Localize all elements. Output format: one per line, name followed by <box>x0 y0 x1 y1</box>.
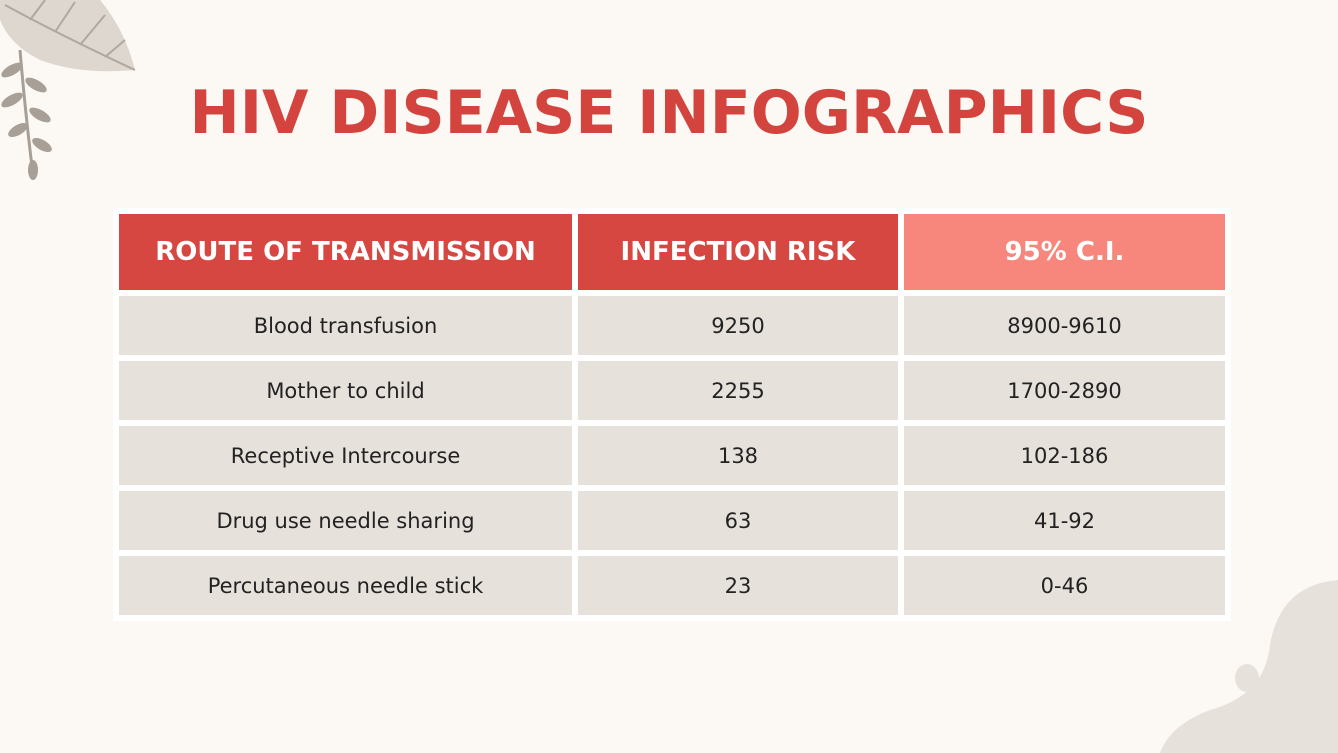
header-ci: 95% C.I. <box>904 214 1225 290</box>
table-row: Mother to child 2255 1700-2890 <box>119 361 1225 420</box>
transmission-table: ROUTE OF TRANSMISSION INFECTION RISK 95%… <box>113 208 1231 621</box>
table-row: Blood transfusion 9250 8900-9610 <box>119 296 1225 355</box>
risk-cell: 23 <box>578 556 898 615</box>
table-row: Drug use needle sharing 63 41-92 <box>119 491 1225 550</box>
table-row: Receptive Intercourse 138 102-186 <box>119 426 1225 485</box>
leaf-decoration-icon <box>0 0 136 180</box>
blob-decoration-icon <box>1160 580 1338 753</box>
page-title: HIV DISEASE INFOGRAPHICS <box>189 78 1149 148</box>
ci-cell: 102-186 <box>904 426 1225 485</box>
ci-cell: 1700-2890 <box>904 361 1225 420</box>
risk-cell: 9250 <box>578 296 898 355</box>
header-route: ROUTE OF TRANSMISSION <box>119 214 572 290</box>
route-cell: Blood transfusion <box>119 296 572 355</box>
table-header-row: ROUTE OF TRANSMISSION INFECTION RISK 95%… <box>119 214 1225 290</box>
risk-cell: 138 <box>578 426 898 485</box>
ci-cell: 0-46 <box>904 556 1225 615</box>
header-infection-risk: INFECTION RISK <box>578 214 898 290</box>
risk-cell: 2255 <box>578 361 898 420</box>
route-cell: Mother to child <box>119 361 572 420</box>
route-cell: Drug use needle sharing <box>119 491 572 550</box>
ci-cell: 41-92 <box>904 491 1225 550</box>
route-cell: Percutaneous needle stick <box>119 556 572 615</box>
route-cell: Receptive Intercourse <box>119 426 572 485</box>
table-row: Percutaneous needle stick 23 0-46 <box>119 556 1225 615</box>
ci-cell: 8900-9610 <box>904 296 1225 355</box>
risk-cell: 63 <box>578 491 898 550</box>
